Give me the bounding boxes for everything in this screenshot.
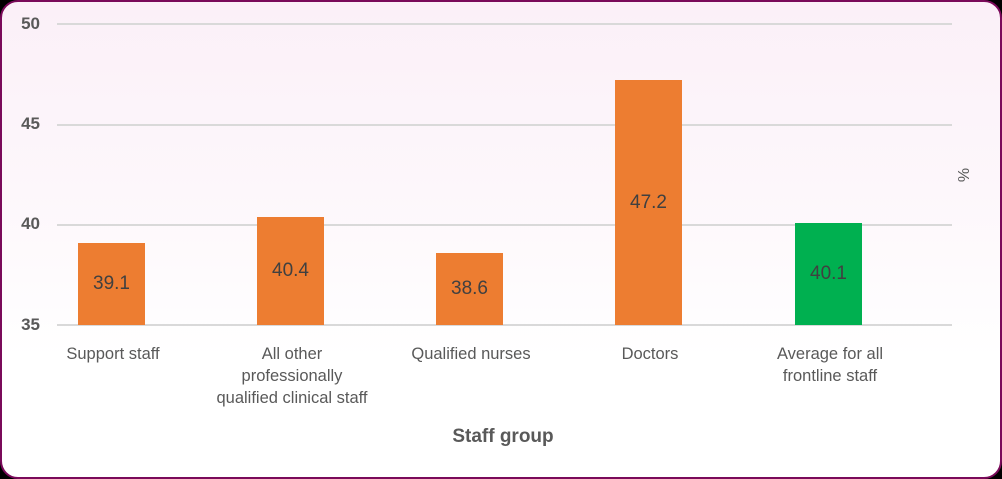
- x-label-other-clinical: All other professionally qualified clini…: [216, 345, 368, 407]
- bar-value-label: 40.4: [272, 259, 309, 281]
- bar-value-label: 47.2: [630, 191, 667, 213]
- bar-0: [78, 242, 145, 325]
- y-axis-title: %: [956, 167, 974, 183]
- bar-value-label: 38.6: [451, 277, 488, 299]
- gridline-50: [57, 23, 952, 25]
- bar-4: [795, 222, 862, 325]
- y-tick-40: 40: [21, 214, 40, 233]
- x-label-support-staff: Support staff: [66, 345, 160, 363]
- gridline-35: [57, 324, 952, 326]
- bar-3: [615, 80, 682, 325]
- bar-value-label: 39.1: [93, 272, 130, 294]
- bar-value-label: 40.1: [810, 262, 847, 284]
- y-tick-45: 45: [21, 114, 40, 133]
- x-label-doctors: Doctors: [621, 345, 679, 363]
- x-label-qualified-nurses: Qualified nurses: [411, 345, 531, 363]
- bar-2: [436, 252, 503, 325]
- bar-1: [257, 216, 324, 325]
- x-axis-title: Staff group: [452, 426, 554, 447]
- gridline-40: [57, 224, 952, 226]
- y-tick-35: 35: [21, 315, 40, 334]
- y-tick-50: 50: [21, 14, 40, 33]
- gridline-45: [57, 124, 952, 126]
- x-label-average: Average for all frontline staff: [776, 345, 884, 385]
